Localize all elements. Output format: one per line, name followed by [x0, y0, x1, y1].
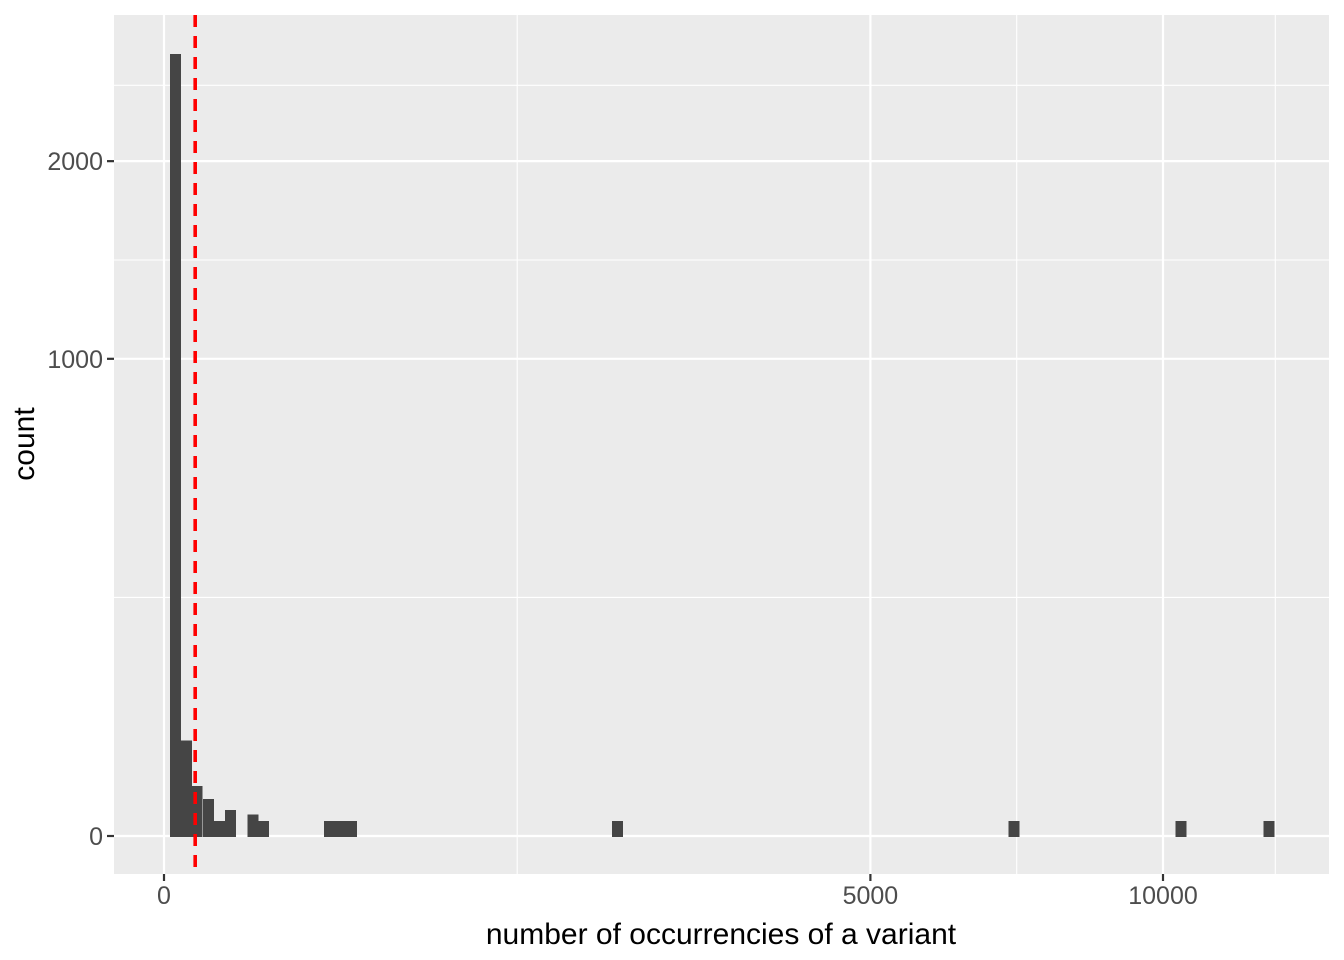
histogram-bar — [191, 785, 203, 837]
x-tick-label: 10000 — [1128, 882, 1198, 910]
minor-gridlines — [114, 15, 1329, 874]
histogram-bar — [180, 740, 192, 837]
axis-tick-labels: 0 5000 10000 0 1000 2000 — [47, 148, 1197, 910]
histogram-bar — [214, 820, 226, 837]
x-tick-label: 0 — [157, 882, 171, 910]
histogram-bar — [345, 820, 357, 837]
plot-panel — [114, 15, 1329, 874]
x-axis-title: number of occurrencies of a variant — [486, 918, 957, 951]
histogram-bar — [612, 820, 624, 837]
histogram-bar — [334, 820, 346, 837]
histogram-bar — [1175, 820, 1187, 837]
histogram-bars — [169, 54, 1275, 838]
histogram-bar — [224, 809, 236, 837]
histogram-bar — [1008, 820, 1020, 837]
histogram-bar — [323, 820, 335, 837]
y-axis-title: count — [8, 407, 41, 481]
x-tick-label: 5000 — [843, 882, 899, 910]
y-tick-label: 2000 — [47, 148, 103, 176]
histogram-bar — [257, 820, 269, 837]
y-tick-label: 1000 — [47, 346, 103, 374]
histogram-bar — [169, 54, 181, 838]
histogram-bar — [203, 799, 215, 837]
histogram-bar — [247, 814, 259, 837]
major-gridlines — [114, 15, 1329, 874]
y-tick-label: 0 — [89, 823, 103, 851]
axis-tick-marks — [107, 160, 1165, 881]
histogram-bar — [1263, 820, 1275, 837]
